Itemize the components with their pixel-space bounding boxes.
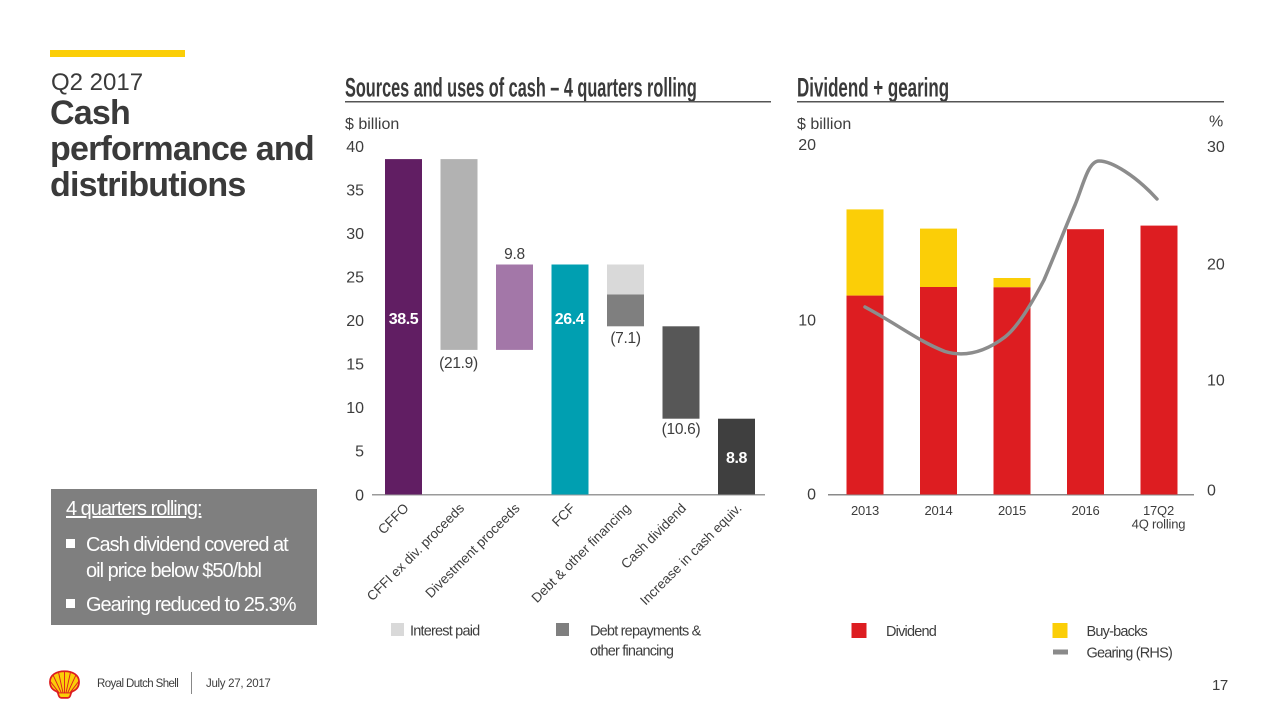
svg-text:20: 20 xyxy=(798,137,816,154)
svg-text:Debt repayments &: Debt repayments & xyxy=(590,624,702,640)
svg-text:0: 0 xyxy=(1207,483,1216,500)
svg-text:40: 40 xyxy=(346,139,364,156)
svg-text:5: 5 xyxy=(355,444,364,461)
svg-text:Debt & other financing: Debt & other financing xyxy=(529,501,634,606)
svg-text:2016: 2016 xyxy=(1071,503,1099,518)
svg-text:%: % xyxy=(1209,114,1223,131)
svg-text:9.8: 9.8 xyxy=(504,246,525,263)
svg-text:17Q2: 17Q2 xyxy=(1143,503,1174,518)
svg-text:2014: 2014 xyxy=(924,503,952,518)
svg-text:20: 20 xyxy=(1207,256,1225,273)
svg-text:10: 10 xyxy=(346,400,364,417)
svg-text:Sources and uses of cash – 4 q: Sources and uses of cash – 4 quarters ro… xyxy=(345,72,697,102)
svg-text:20: 20 xyxy=(346,313,364,330)
svg-text:other financing: other financing xyxy=(590,644,674,660)
svg-text:Divestment proceeds: Divestment proceeds xyxy=(422,500,522,600)
svg-text:0: 0 xyxy=(807,487,816,504)
svg-text:2015: 2015 xyxy=(998,503,1026,518)
svg-text:(10.6): (10.6) xyxy=(662,421,701,438)
svg-text:Dividend + gearing: Dividend + gearing xyxy=(797,73,949,103)
svg-text:0: 0 xyxy=(355,487,364,504)
svg-text:25: 25 xyxy=(346,270,364,287)
svg-text:8.8: 8.8 xyxy=(726,450,748,467)
svg-text:10: 10 xyxy=(798,313,816,330)
svg-text:(7.1): (7.1) xyxy=(610,330,641,347)
svg-text:Increase in cash equiv.: Increase in cash equiv. xyxy=(637,501,745,609)
svg-text:15: 15 xyxy=(346,357,364,374)
svg-text:CFFO: CFFO xyxy=(375,501,412,538)
svg-text:Interest paid: Interest paid xyxy=(410,624,480,640)
svg-text:$ billion: $ billion xyxy=(797,116,851,133)
svg-text:30: 30 xyxy=(1207,139,1225,156)
svg-text:26.4: 26.4 xyxy=(555,311,585,328)
svg-text:Dividend: Dividend xyxy=(886,624,937,640)
svg-text:Gearing (RHS): Gearing (RHS) xyxy=(1087,646,1173,662)
svg-text:(21.9): (21.9) xyxy=(439,355,478,372)
svg-text:Buy-backs: Buy-backs xyxy=(1087,624,1148,640)
svg-text:FCF: FCF xyxy=(549,501,578,530)
svg-text:2013: 2013 xyxy=(851,503,879,518)
svg-text:30: 30 xyxy=(346,226,364,243)
svg-text:$ billion: $ billion xyxy=(345,116,399,133)
svg-text:4Q rolling: 4Q rolling xyxy=(1132,517,1186,532)
svg-text:10: 10 xyxy=(1207,373,1225,390)
svg-text:38.5: 38.5 xyxy=(389,311,419,328)
svg-text:35: 35 xyxy=(346,182,364,199)
svg-text:CFFI ex div. proceeds: CFFI ex div. proceeds xyxy=(364,500,467,603)
